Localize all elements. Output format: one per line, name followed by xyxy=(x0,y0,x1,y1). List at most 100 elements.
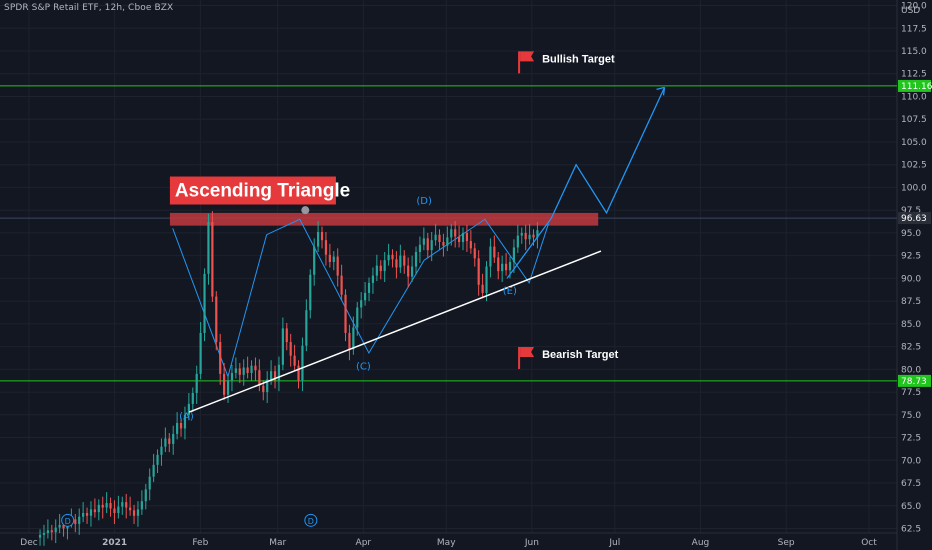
candle[interactable] xyxy=(207,221,210,274)
candle[interactable] xyxy=(399,255,402,268)
candle[interactable] xyxy=(293,355,296,366)
candle[interactable] xyxy=(328,254,331,263)
candle[interactable] xyxy=(461,232,465,242)
candle[interactable] xyxy=(132,510,136,516)
candle[interactable] xyxy=(516,235,519,248)
candle[interactable] xyxy=(152,464,155,477)
candle[interactable] xyxy=(313,246,316,275)
candle[interactable] xyxy=(430,240,433,251)
candle[interactable] xyxy=(129,507,132,511)
candle[interactable] xyxy=(82,513,85,517)
projection-path[interactable] xyxy=(506,87,666,279)
candle[interactable] xyxy=(520,232,523,236)
candle[interactable] xyxy=(250,365,253,373)
candle[interactable] xyxy=(508,262,512,271)
candle[interactable] xyxy=(371,275,375,283)
candle[interactable] xyxy=(121,502,124,507)
candle[interactable] xyxy=(356,307,359,328)
candle[interactable] xyxy=(199,332,202,374)
candle[interactable] xyxy=(477,258,480,285)
candle[interactable] xyxy=(305,310,308,346)
candle[interactable] xyxy=(113,508,116,514)
candle[interactable] xyxy=(320,231,324,241)
candle[interactable] xyxy=(38,534,42,538)
candle[interactable] xyxy=(160,446,163,455)
candle[interactable] xyxy=(156,454,159,465)
candle[interactable] xyxy=(340,275,343,295)
candle[interactable] xyxy=(360,300,363,308)
candle[interactable] xyxy=(230,372,234,381)
candle[interactable] xyxy=(195,373,198,393)
candle[interactable] xyxy=(246,367,249,373)
candle[interactable] xyxy=(203,273,206,333)
candle[interactable] xyxy=(215,296,218,343)
candle[interactable] xyxy=(168,438,171,444)
candle[interactable] xyxy=(101,504,104,508)
candle[interactable] xyxy=(117,506,120,514)
candle[interactable] xyxy=(136,509,140,516)
candle[interactable] xyxy=(481,284,484,293)
candle[interactable] xyxy=(140,501,143,510)
candle[interactable] xyxy=(410,266,414,277)
candle[interactable] xyxy=(434,234,437,241)
candle[interactable] xyxy=(89,509,93,516)
candle[interactable] xyxy=(309,274,312,311)
candle[interactable] xyxy=(176,422,179,434)
candle[interactable] xyxy=(42,533,46,535)
candle[interactable] xyxy=(183,414,187,429)
candle[interactable] xyxy=(450,229,453,238)
candle[interactable] xyxy=(211,221,214,297)
candle[interactable] xyxy=(395,259,398,268)
candle[interactable] xyxy=(164,438,167,447)
candle[interactable] xyxy=(465,232,469,242)
candle[interactable] xyxy=(270,371,273,380)
candle[interactable] xyxy=(524,232,527,240)
candle[interactable] xyxy=(46,530,49,534)
title-box[interactable] xyxy=(169,176,336,205)
candle[interactable] xyxy=(352,327,355,350)
candle[interactable] xyxy=(422,238,425,245)
candle[interactable] xyxy=(414,252,418,267)
candle[interactable] xyxy=(262,385,265,393)
dividend-badge-icon[interactable] xyxy=(61,513,75,527)
candle[interactable] xyxy=(375,265,378,276)
candle[interactable] xyxy=(407,265,410,277)
candle[interactable] xyxy=(344,294,347,333)
candle[interactable] xyxy=(289,342,292,356)
candle[interactable] xyxy=(336,256,339,276)
candle[interactable] xyxy=(226,380,230,395)
candle[interactable] xyxy=(446,237,449,246)
candle[interactable] xyxy=(234,368,237,373)
candle[interactable] xyxy=(93,509,96,513)
candle[interactable] xyxy=(348,332,351,350)
candle[interactable] xyxy=(238,368,241,375)
candle[interactable] xyxy=(489,246,492,267)
candle[interactable] xyxy=(504,263,508,271)
candle[interactable] xyxy=(273,371,277,381)
candle[interactable] xyxy=(74,519,77,524)
candle[interactable] xyxy=(324,240,328,255)
candle[interactable] xyxy=(497,257,500,272)
candle[interactable] xyxy=(54,527,57,533)
candle[interactable] xyxy=(442,242,445,246)
candle[interactable] xyxy=(403,255,406,266)
candle[interactable] xyxy=(191,392,194,404)
candle[interactable] xyxy=(109,503,112,509)
candle[interactable] xyxy=(501,263,504,272)
candle[interactable] xyxy=(172,433,175,444)
candle[interactable] xyxy=(364,292,367,301)
dividend-badge-icon[interactable] xyxy=(304,513,318,527)
candle[interactable] xyxy=(179,422,183,429)
candle[interactable] xyxy=(379,265,382,272)
candle[interactable] xyxy=(277,364,281,381)
candle[interactable] xyxy=(219,342,222,374)
candle[interactable] xyxy=(317,231,320,247)
candle[interactable] xyxy=(78,516,81,524)
candle[interactable] xyxy=(391,254,394,260)
candle[interactable] xyxy=(144,489,147,502)
candle[interactable] xyxy=(332,256,335,263)
candle[interactable] xyxy=(469,241,472,249)
candle[interactable] xyxy=(457,236,461,242)
candle[interactable] xyxy=(85,513,89,516)
candle[interactable] xyxy=(297,365,300,381)
